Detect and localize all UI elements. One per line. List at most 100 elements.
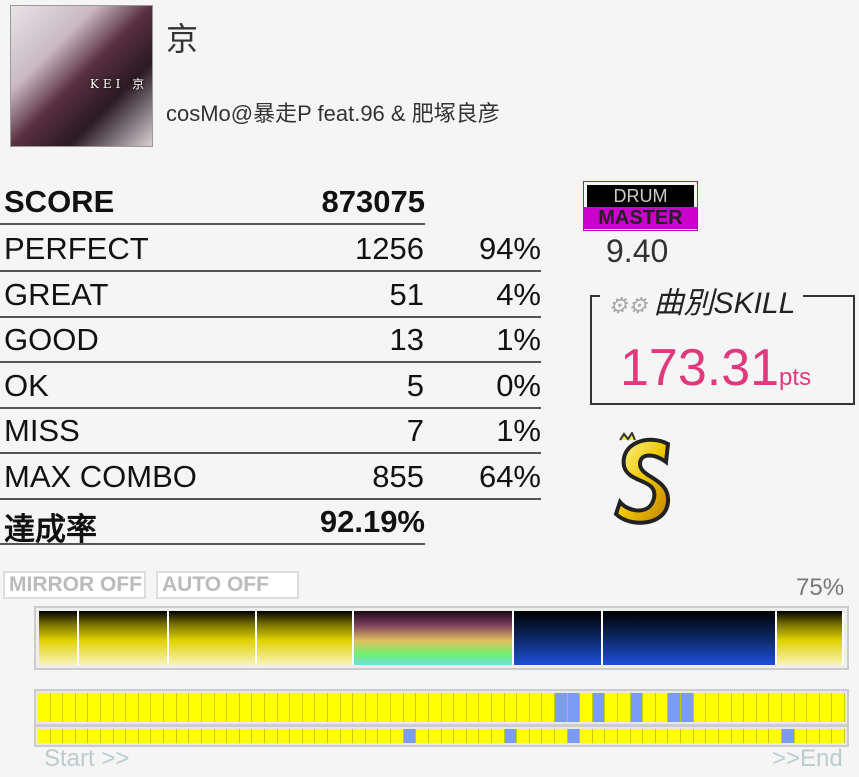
gauge-segment	[39, 611, 80, 665]
timeline-cell	[239, 729, 253, 743]
timeline-cell	[403, 729, 417, 743]
timeline-cell	[75, 693, 89, 722]
timeline-cell	[517, 729, 530, 743]
row-label: GOOD	[4, 322, 99, 357]
timeline-cell	[580, 729, 593, 743]
timeline-cell	[643, 693, 656, 722]
timeline-cell	[542, 729, 555, 743]
timeline-cell	[781, 729, 795, 743]
gauge-segment	[513, 611, 603, 665]
timeline-cell	[832, 693, 845, 722]
mirror-option: MIRROR OFF	[3, 571, 146, 599]
timeline-cell	[794, 693, 808, 722]
timeline-cell	[391, 693, 404, 722]
result-row-miss: MISS 7 1%	[0, 409, 541, 454]
timeline-cell	[164, 693, 177, 722]
row-percent: 4%	[496, 276, 541, 312]
timeline-cell	[378, 729, 392, 743]
timeline-cell	[744, 693, 757, 722]
timeline-cell	[655, 729, 669, 743]
part-label: DRUM	[587, 185, 694, 207]
timeline-cell	[781, 693, 795, 722]
score-row: SCORE 873075	[0, 180, 425, 225]
row-value: 5	[406, 367, 424, 403]
timeline-cell	[264, 693, 278, 722]
timeline-cell	[189, 729, 202, 743]
difficulty-badge: DRUM MASTER	[583, 181, 698, 231]
timeline-cell	[201, 729, 215, 743]
row-label: MAX COMBO	[4, 458, 197, 494]
timeline-cell	[681, 693, 694, 722]
timeline-cell	[264, 729, 278, 743]
timeline-cell	[63, 693, 76, 722]
timeline-cell	[479, 729, 492, 743]
end-label: >>End	[772, 745, 843, 772]
timeline-cell	[567, 693, 581, 722]
difficulty-level: 9.40	[606, 233, 669, 269]
timeline-cell	[529, 693, 543, 722]
skill-label-text: 曲別SKILL	[653, 287, 796, 320]
gauge-graph	[34, 606, 849, 670]
timeline-cell	[580, 693, 593, 722]
timeline-cell	[693, 693, 707, 722]
timeline-cell	[706, 693, 719, 722]
timeline-cell	[605, 693, 619, 722]
timeline-cell	[328, 729, 341, 743]
timeline-cell	[176, 693, 190, 722]
row-label: PERFECT	[4, 231, 149, 266]
timeline-cell	[819, 729, 833, 743]
gauge-segment	[602, 611, 777, 665]
start-label: Start >>	[44, 745, 130, 772]
timeline-top	[34, 689, 849, 726]
song-title: 京	[166, 21, 199, 57]
timeline-cell	[38, 693, 51, 722]
timeline-cell	[176, 729, 190, 743]
timeline-cell	[718, 693, 732, 722]
timeline-cell	[302, 729, 316, 743]
timeline-cell	[416, 693, 429, 722]
timeline-cell	[201, 693, 215, 722]
row-percent: 0%	[496, 367, 541, 403]
progress-percent: 75%	[796, 574, 845, 601]
skill-label: ⚙⚙ 曲別SKILL	[600, 278, 804, 322]
timeline-cell	[113, 729, 127, 743]
row-value: 7	[406, 413, 424, 448]
timeline-cell	[38, 729, 51, 743]
timeline-cell	[340, 729, 354, 743]
achievement-row: 達成率 92.19%	[0, 500, 425, 547]
row-percent: 64%	[478, 458, 541, 494]
row-percent: 1%	[496, 413, 541, 448]
timeline-cell	[706, 729, 719, 743]
timeline-cell	[88, 693, 102, 722]
skill-value: 173.31pts	[620, 338, 811, 398]
row-value: 51	[389, 276, 424, 312]
timeline-cell	[832, 729, 845, 743]
timeline-cell	[353, 729, 366, 743]
gauge-segment	[256, 611, 354, 665]
timeline-cell	[479, 693, 492, 722]
timeline-cell	[441, 693, 455, 722]
timeline-cell	[466, 693, 480, 722]
result-row-ok: OK 5 0%	[0, 364, 541, 409]
timeline-cell	[529, 729, 543, 743]
skill-number: 173.31	[620, 339, 780, 397]
timeline-cell	[315, 693, 329, 722]
timeline-cell	[567, 729, 581, 743]
auto-option: AUTO OFF	[156, 571, 299, 599]
timeline-cell	[630, 693, 644, 722]
gauge-segment	[353, 611, 514, 665]
timeline-cell	[756, 729, 770, 743]
timeline-cell	[365, 693, 379, 722]
timeline-cell	[504, 693, 518, 722]
timeline-cell	[504, 729, 518, 743]
timeline-cell	[227, 729, 240, 743]
timeline-cell	[101, 729, 114, 743]
timeline-bottom	[34, 725, 849, 747]
jacket-logo: KEI 京	[89, 77, 149, 91]
timeline-cell	[744, 729, 757, 743]
row-value: 1256	[355, 231, 424, 266]
timeline-cell	[819, 693, 833, 722]
row-value: 13	[389, 322, 424, 357]
timeline-cell	[378, 693, 392, 722]
skill-unit: pts	[779, 364, 812, 391]
